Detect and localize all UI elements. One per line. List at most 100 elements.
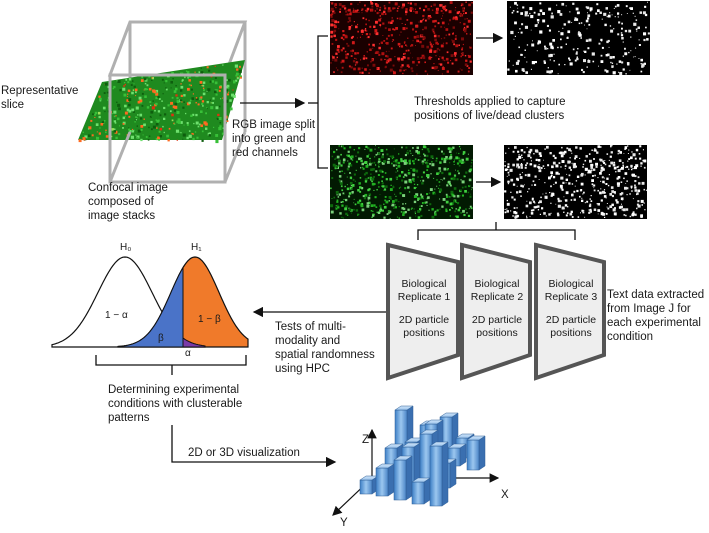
pixel-speck bbox=[331, 155, 334, 158]
pixel-speck bbox=[462, 153, 465, 155]
pixel-speck bbox=[335, 157, 337, 159]
pixel-speck bbox=[603, 162, 606, 164]
pixel-speck bbox=[330, 30, 334, 34]
pixel-speck bbox=[369, 48, 372, 51]
pixel-speck bbox=[640, 165, 642, 167]
pixel-speck bbox=[377, 183, 379, 185]
pixel-speck bbox=[429, 188, 433, 191]
slice-speck bbox=[212, 102, 214, 104]
pixel-speck bbox=[606, 177, 609, 180]
pixel-speck bbox=[600, 166, 604, 170]
pixel-speck bbox=[445, 34, 448, 36]
pixel-speck bbox=[542, 165, 545, 167]
pixel-speck bbox=[431, 56, 433, 58]
pixel-speck bbox=[616, 201, 619, 204]
pixel-speck bbox=[440, 17, 443, 20]
slice-speck bbox=[146, 88, 149, 91]
slice-speck bbox=[99, 99, 102, 102]
pixel-speck bbox=[622, 55, 624, 57]
pixel-speck bbox=[331, 55, 333, 57]
pixel-speck bbox=[529, 201, 532, 205]
pixel-speck bbox=[514, 21, 517, 25]
pixel-speck bbox=[352, 178, 355, 181]
pixel-speck bbox=[582, 211, 585, 214]
slice-speck bbox=[91, 134, 94, 137]
slice-speck bbox=[82, 137, 86, 141]
slice-speck bbox=[163, 106, 166, 110]
pixel-speck bbox=[379, 209, 382, 212]
pixel-speck bbox=[440, 38, 443, 40]
pixel-speck bbox=[638, 44, 641, 46]
pixel-speck bbox=[552, 176, 556, 179]
slice-speck bbox=[181, 101, 183, 103]
slice-speck bbox=[218, 89, 221, 92]
pixel-speck bbox=[462, 43, 464, 46]
pixel-speck bbox=[357, 189, 360, 192]
slice-speck bbox=[96, 136, 100, 140]
pixel-speck bbox=[520, 53, 523, 56]
slice-speck bbox=[201, 139, 204, 142]
pixel-speck bbox=[386, 55, 389, 58]
pixel-speck bbox=[448, 172, 452, 176]
pixel-speck bbox=[361, 67, 363, 69]
pixel-speck bbox=[433, 3, 436, 7]
pixel-speck bbox=[618, 165, 620, 167]
pixel-speck bbox=[520, 12, 523, 15]
pixel-speck bbox=[417, 61, 421, 64]
pixel-speck bbox=[631, 213, 635, 217]
slice-speck bbox=[194, 71, 196, 73]
representative-slice-label: Representative slice bbox=[1, 85, 79, 111]
pixel-speck bbox=[371, 177, 375, 181]
pixel-speck bbox=[458, 206, 461, 209]
slice-speck bbox=[176, 120, 179, 124]
pixel-speck bbox=[569, 62, 573, 66]
pixel-speck bbox=[616, 63, 618, 65]
slice-speck bbox=[140, 117, 143, 120]
pixel-speck bbox=[578, 22, 581, 25]
slice-speck bbox=[189, 99, 192, 102]
slice-speck bbox=[236, 72, 239, 76]
pixel-speck bbox=[512, 163, 515, 167]
pixel-speck bbox=[643, 188, 645, 191]
slice-speck bbox=[157, 95, 160, 99]
pixel-speck bbox=[626, 180, 628, 182]
pixel-speck bbox=[504, 168, 508, 171]
pixel-speck bbox=[606, 206, 608, 208]
slice-speck bbox=[170, 81, 173, 84]
pixel-speck bbox=[441, 205, 444, 208]
slice-speck bbox=[219, 121, 222, 124]
pixel-speck bbox=[394, 204, 396, 206]
pixel-speck bbox=[393, 207, 395, 209]
pixel-speck bbox=[332, 10, 335, 13]
pixel-speck bbox=[432, 191, 436, 195]
pixel-speck bbox=[527, 191, 529, 193]
pixel-speck bbox=[336, 56, 338, 59]
pixel-speck bbox=[588, 153, 591, 155]
pixel-speck bbox=[634, 189, 638, 192]
pixel-speck bbox=[412, 177, 415, 181]
pixel-speck bbox=[590, 163, 593, 167]
pixel-speck bbox=[373, 25, 376, 28]
pixel-speck bbox=[603, 195, 607, 198]
slice-speck bbox=[197, 103, 200, 106]
pixel-speck bbox=[347, 150, 350, 153]
pixel-speck bbox=[543, 60, 546, 63]
pixel-speck bbox=[353, 202, 355, 204]
pixel-speck bbox=[422, 14, 425, 18]
pixel-speck bbox=[622, 41, 624, 43]
pixel-speck bbox=[418, 152, 421, 155]
pixel-speck bbox=[516, 4, 519, 6]
pixel-speck bbox=[402, 5, 405, 8]
pixel-speck bbox=[407, 50, 409, 52]
pixel-speck bbox=[424, 201, 427, 204]
pixel-speck bbox=[404, 23, 406, 26]
pixel-speck bbox=[401, 179, 404, 182]
slice-speck bbox=[219, 86, 222, 89]
pixel-speck bbox=[349, 12, 352, 16]
pixel-speck bbox=[627, 153, 629, 154]
pixel-speck bbox=[412, 173, 416, 177]
slice-speck bbox=[151, 79, 153, 81]
pixel-speck bbox=[523, 151, 526, 154]
pixel-speck bbox=[567, 36, 569, 38]
pixel-speck bbox=[441, 4, 443, 6]
